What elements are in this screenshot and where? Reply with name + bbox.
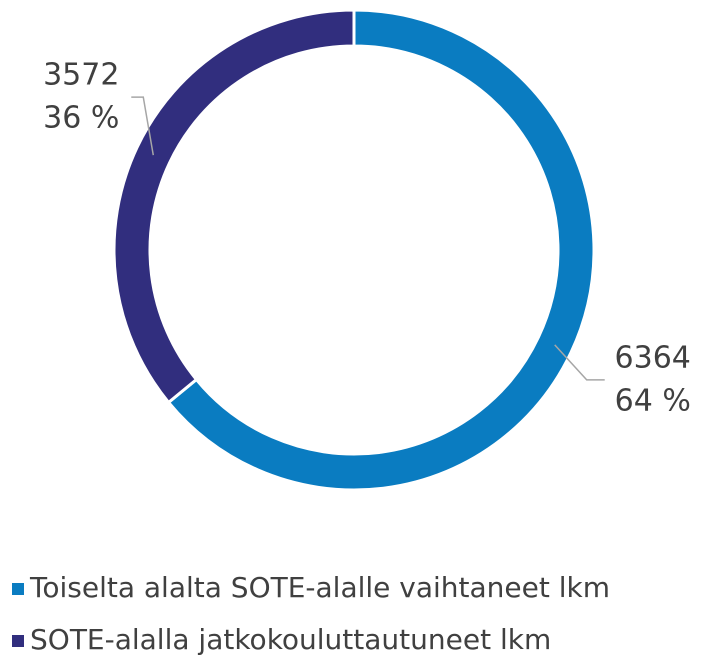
legend-swatch <box>12 635 24 647</box>
percent-label: 36 % <box>43 101 119 136</box>
donut-slice <box>166 8 596 492</box>
legend-swatch <box>12 583 24 595</box>
legend-label: SOTE-alalla jatkokouluttautuneet lkm <box>30 623 551 656</box>
legend-label: Toiselta alalta SOTE-alalle vaihtaneet l… <box>29 571 610 604</box>
percent-label: 64 % <box>615 383 691 418</box>
donut-slice <box>112 8 356 405</box>
leader-line <box>131 96 155 156</box>
value-label: 3572 <box>43 58 119 93</box>
value-label: 6364 <box>615 340 691 375</box>
leader-line <box>554 344 605 381</box>
